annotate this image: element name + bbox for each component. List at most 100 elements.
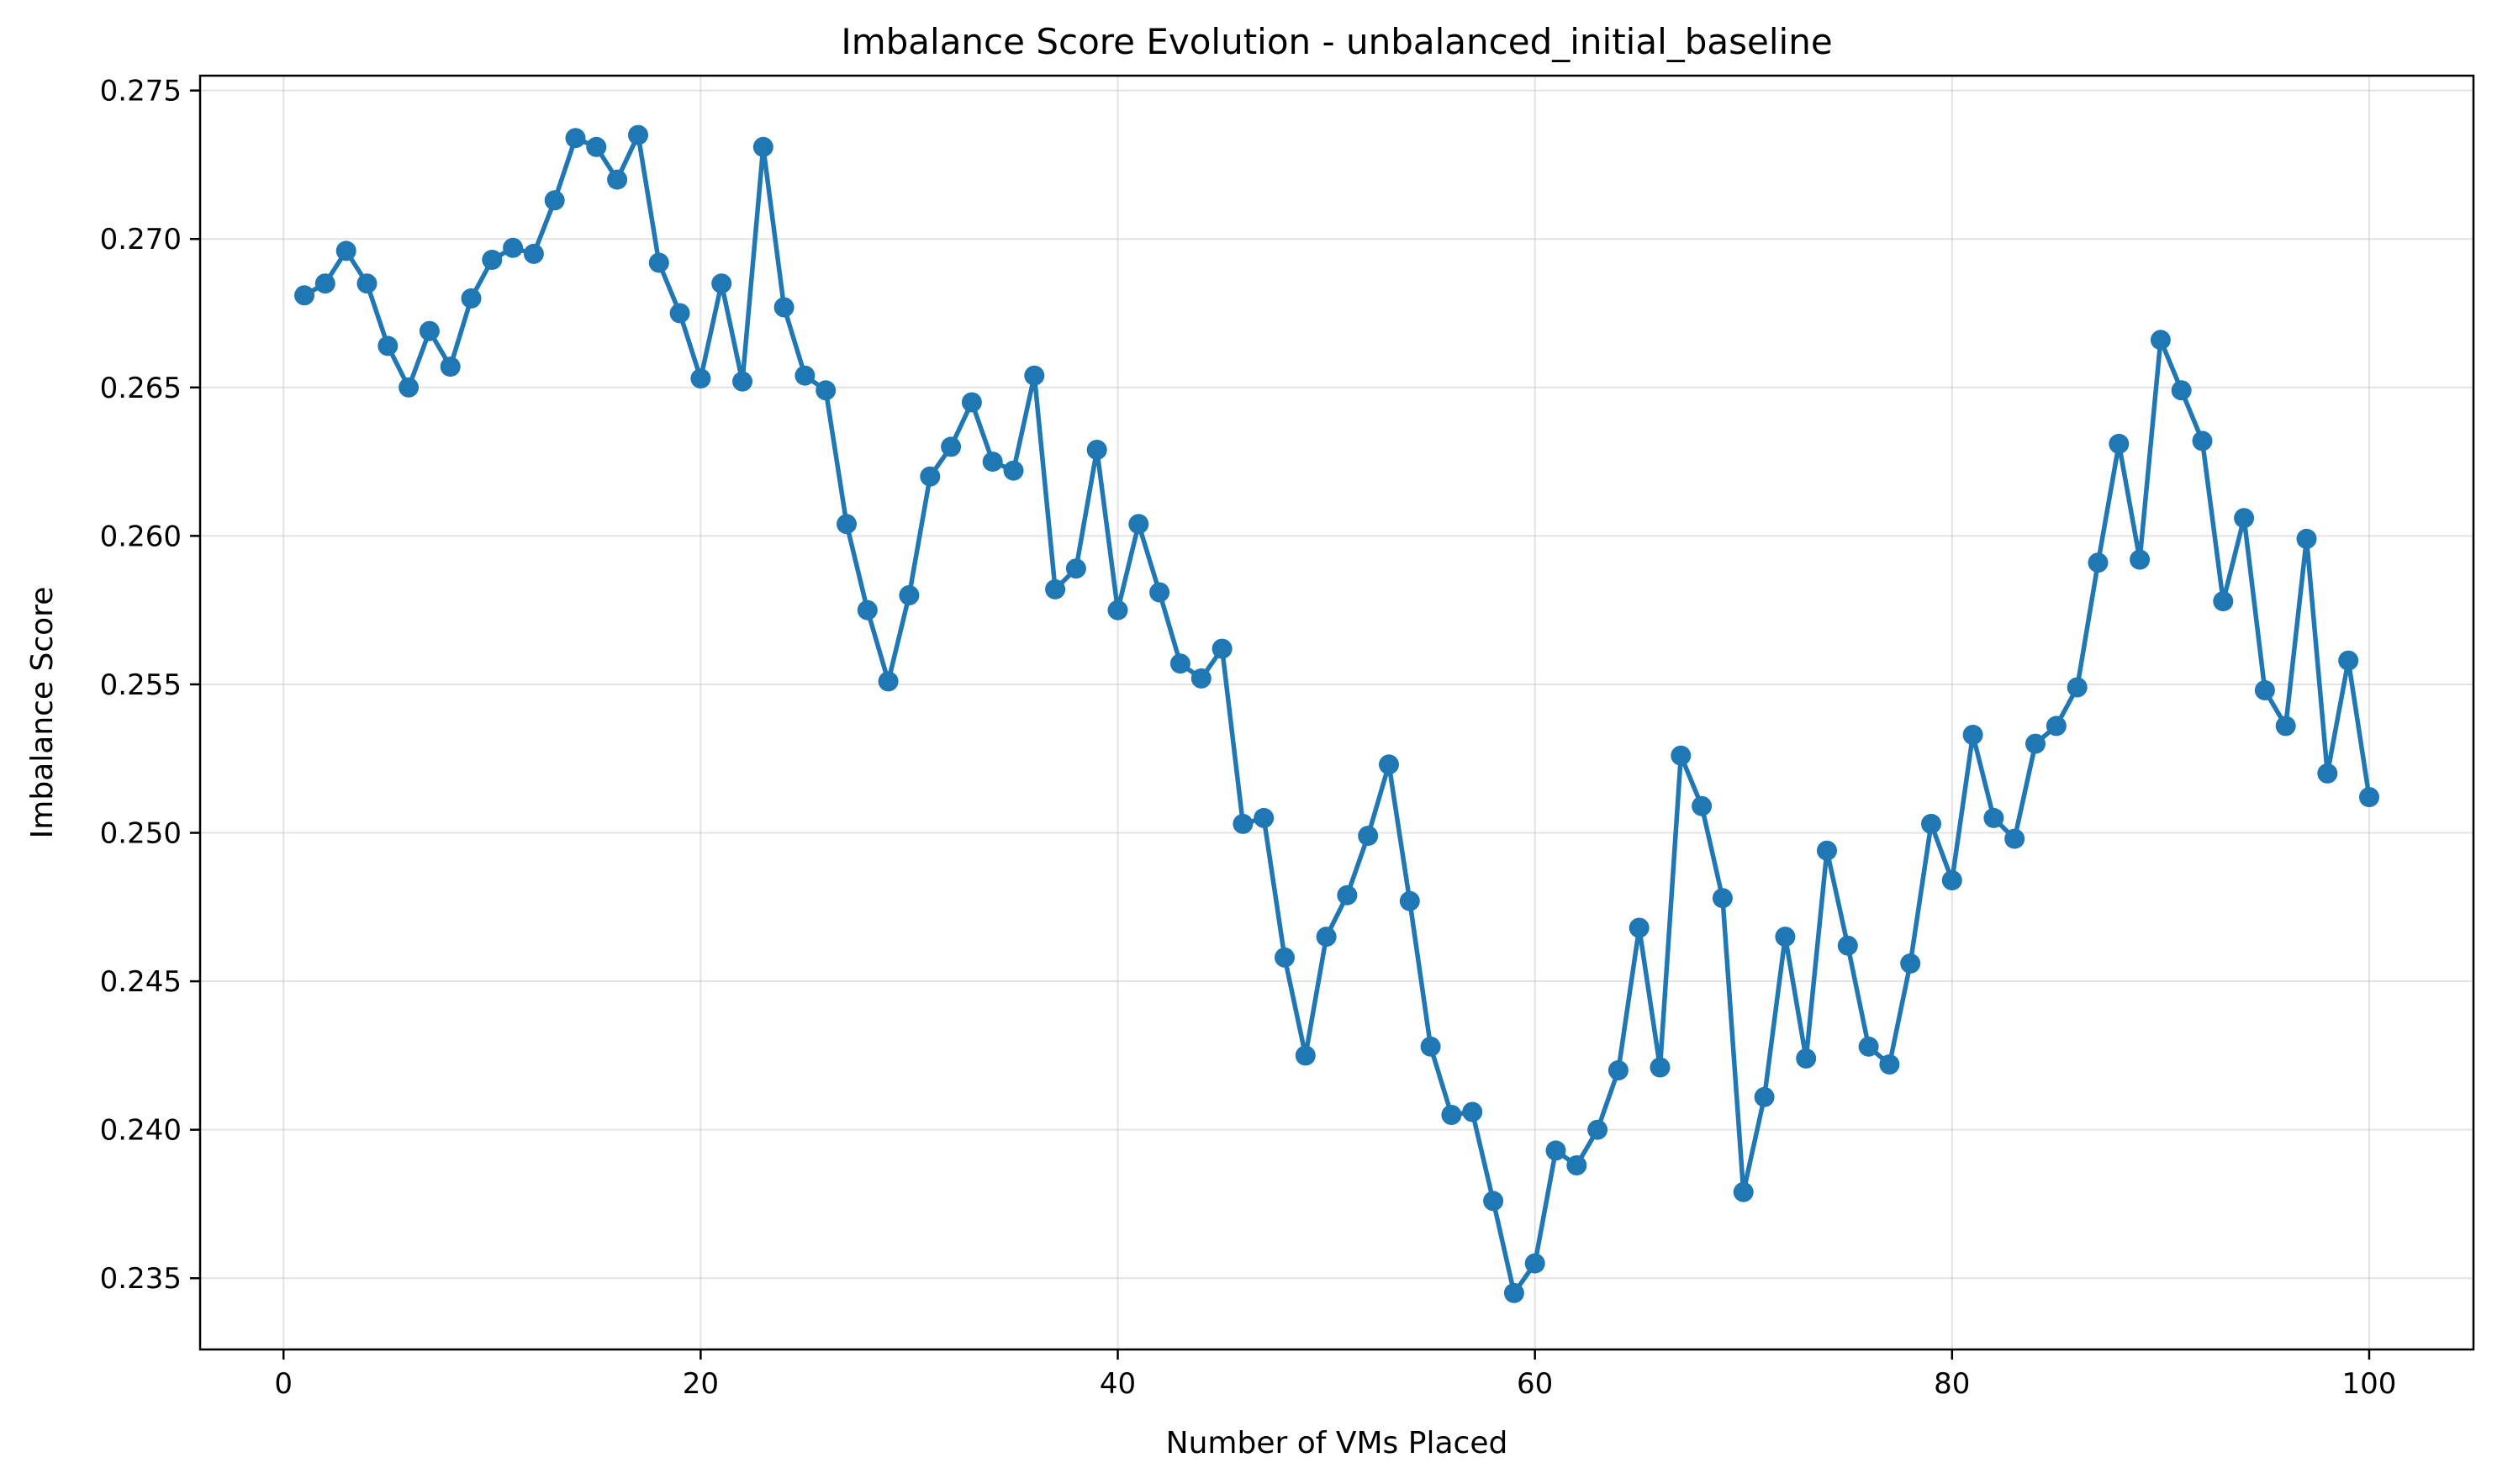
data-point [544, 190, 565, 211]
data-point [1358, 826, 1379, 847]
data-point [961, 392, 982, 413]
data-point [1733, 1181, 1754, 1202]
data-point [1212, 638, 1233, 659]
data-point [1107, 599, 1128, 621]
data-point [794, 365, 816, 386]
data-point [2088, 552, 2109, 573]
data-point [2359, 787, 2379, 808]
data-point [2234, 508, 2255, 529]
data-point [2004, 828, 2025, 849]
data-point [1983, 807, 2004, 828]
data-point [356, 273, 377, 294]
data-point [1169, 653, 1190, 674]
data-point [2254, 680, 2275, 700]
data-point [1650, 1057, 1671, 1078]
data-point [2130, 549, 2151, 570]
x-tick-label: 0 [274, 1367, 293, 1401]
data-point [1775, 927, 1796, 948]
data-point [920, 466, 941, 487]
data-point [461, 288, 482, 309]
data-point [2046, 716, 2067, 737]
data-point [1858, 1036, 1879, 1057]
x-tick-label: 60 [1517, 1367, 1553, 1401]
data-point [732, 371, 752, 392]
data-point [669, 303, 690, 324]
data-point [1316, 927, 1337, 948]
data-point [2275, 716, 2296, 737]
x-tick-label: 100 [2342, 1367, 2397, 1401]
data-point [899, 585, 920, 605]
data-point [1337, 885, 1358, 906]
y-tick-label: 0.240 [100, 1114, 182, 1148]
data-point [1003, 460, 1024, 481]
x-tick-label: 80 [1934, 1367, 1970, 1401]
data-point [1254, 807, 1275, 828]
data-point [1921, 813, 1941, 834]
chart-title: Imbalance Score Evolution - unbalanced_i… [841, 21, 1832, 62]
data-point [1607, 1060, 1629, 1080]
data-point [565, 128, 586, 149]
x-tick-label: 20 [683, 1367, 719, 1401]
data-point [1962, 725, 1983, 745]
data-point [2171, 380, 2192, 401]
data-point [941, 436, 962, 457]
data-point [1837, 935, 1858, 956]
data-point [2150, 330, 2171, 351]
data-point [816, 380, 837, 401]
data-point [1149, 582, 1170, 603]
data-point [2067, 677, 2088, 698]
y-tick-label: 0.255 [100, 668, 182, 702]
data-point [2317, 763, 2338, 784]
y-axis-ticks: 0.235 0.240 0.245 0.250 0.255 0.260 0.265 0.270… [100, 75, 200, 1296]
data-point [1024, 365, 1045, 386]
y-tick-label: 0.260 [100, 520, 182, 553]
y-axis-label: Imbalance Score [25, 587, 60, 839]
data-point [628, 124, 648, 145]
data-point [440, 356, 461, 378]
y-tick-label: 0.245 [100, 965, 182, 999]
data-point [1712, 888, 1733, 909]
data-point [377, 335, 399, 356]
data-point [2296, 528, 2317, 549]
data-point [607, 169, 628, 190]
x-tick-label: 40 [1100, 1367, 1136, 1401]
plot-frame [198, 74, 2475, 1351]
data-point [1796, 1048, 1817, 1069]
data-point [335, 240, 356, 261]
data-point [1379, 754, 1399, 775]
data-point [2213, 591, 2234, 612]
data-point [1295, 1045, 1316, 1066]
data-point [1462, 1101, 1483, 1122]
data-point [711, 273, 732, 294]
data-point [1190, 668, 1212, 689]
series-line [303, 132, 2372, 1296]
data-point [1629, 917, 1650, 938]
data-point [1045, 578, 1066, 599]
data-point [1545, 1140, 1566, 1161]
data-point [982, 452, 1003, 473]
gridlines [200, 76, 2473, 1349]
data-point [1420, 1036, 1441, 1057]
y-tick-label: 0.235 [100, 1262, 182, 1296]
data-point [1065, 558, 1086, 579]
data-point [1587, 1119, 1608, 1140]
data-point [752, 136, 773, 157]
data-point [857, 599, 878, 621]
data-point [586, 136, 607, 157]
y-tick-label: 0.265 [100, 372, 182, 405]
y-tick-label: 0.250 [100, 817, 182, 851]
data-point [1524, 1253, 1545, 1274]
data-point [1671, 745, 1692, 766]
data-point [1900, 953, 1921, 974]
y-tick-label: 0.275 [100, 75, 182, 108]
data-point [1275, 947, 1295, 968]
data-point [837, 514, 857, 535]
data-point [690, 368, 711, 389]
data-point [1441, 1105, 1462, 1125]
data-point [1817, 840, 1837, 861]
data-point [1233, 813, 1254, 834]
y-tick-label: 0.270 [100, 223, 182, 256]
data-point [878, 671, 899, 692]
data-point [1399, 890, 1420, 911]
